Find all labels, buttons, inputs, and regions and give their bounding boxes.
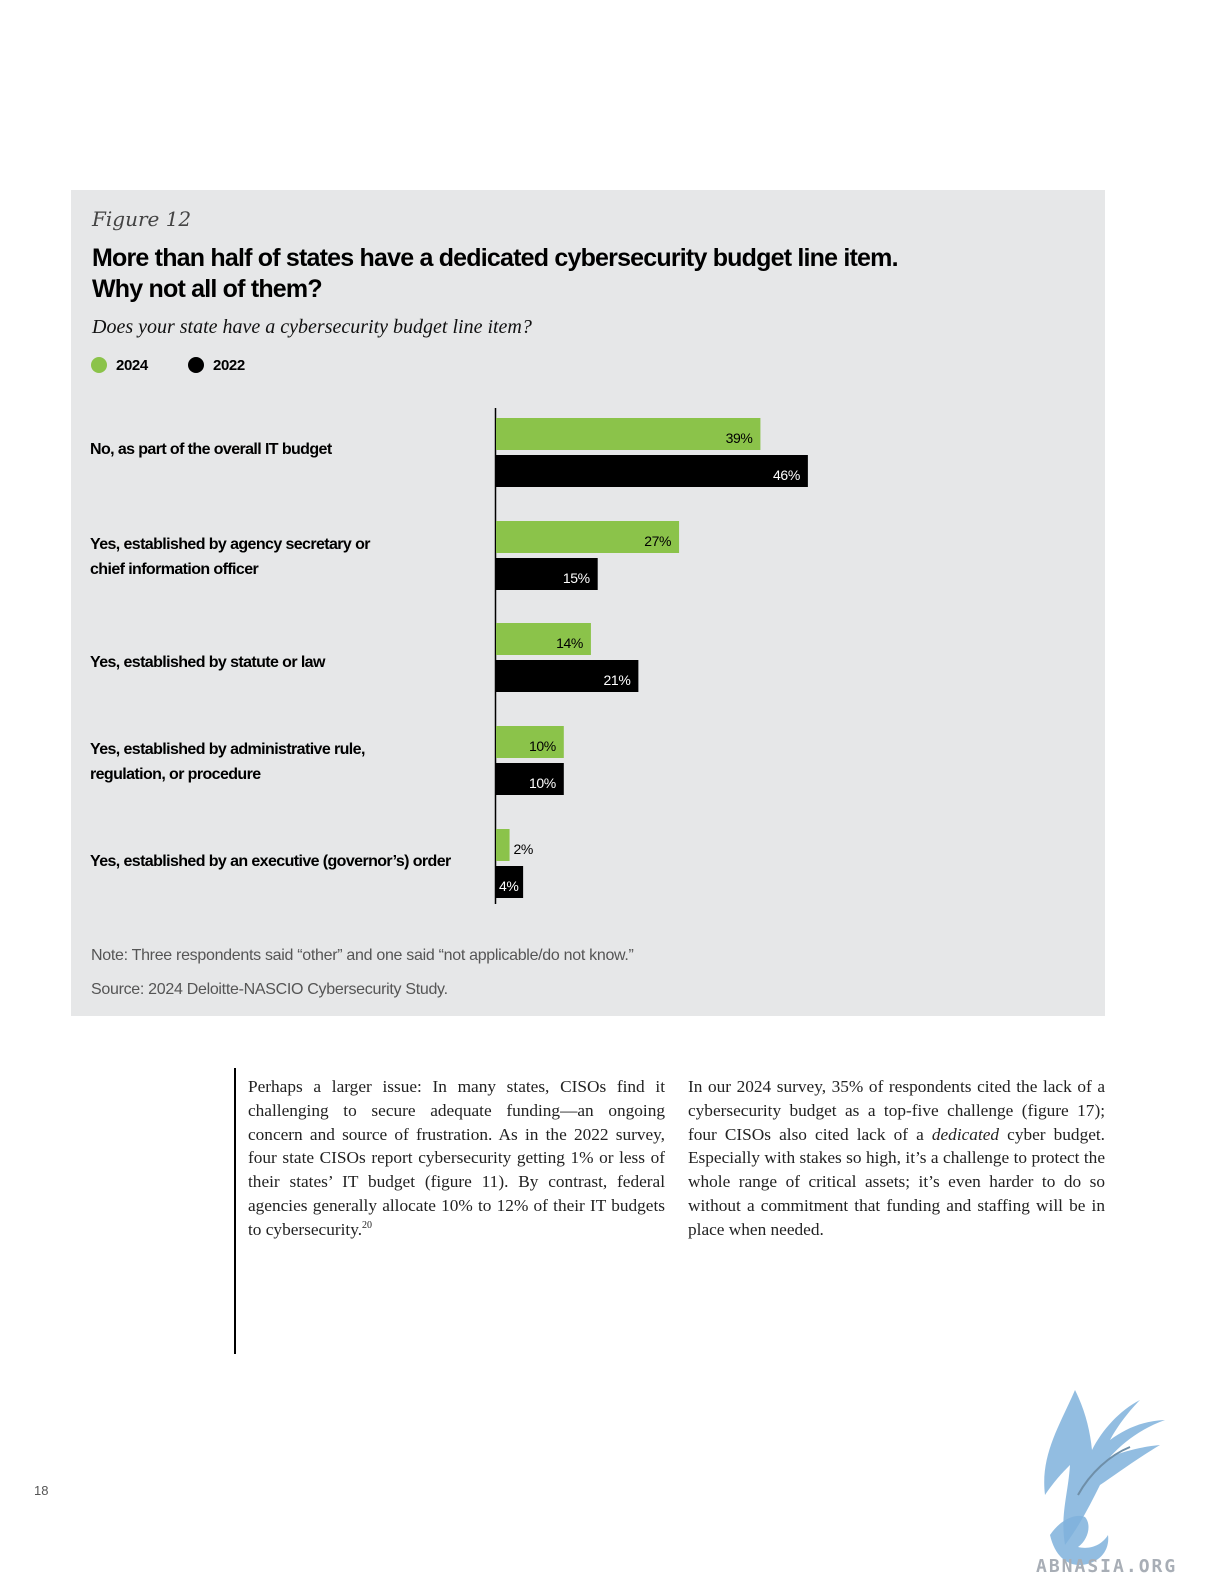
category-label-line: regulation, or procedure — [90, 766, 261, 783]
data-label-2024-3: 10% — [529, 738, 556, 754]
body-column-1-text: Perhaps a larger issue: In many states, … — [248, 1077, 665, 1239]
category-label-agency-secretary: Yes, established by agency secretary or … — [90, 532, 470, 582]
data-label-2022-2: 21% — [604, 672, 631, 688]
category-label-statute: Yes, established by statute or law — [90, 650, 470, 675]
category-label-line: Yes, established by agency secretary or — [90, 536, 370, 553]
griffin-logo — [1044, 1390, 1165, 1566]
bar-2024-1 — [496, 521, 680, 553]
column-rule — [234, 1068, 236, 1354]
figure-note: Note: Three respondents said “other” and… — [91, 947, 634, 964]
bar-2022-4 — [496, 866, 524, 898]
data-label-2022-3: 10% — [529, 775, 556, 791]
figure-label: Figure 12 — [92, 207, 192, 231]
bar-2024-4 — [496, 829, 510, 861]
bar-2024-2 — [496, 623, 591, 655]
figure-subtitle: Does your state have a cybersecurity bud… — [92, 316, 532, 338]
bar-2024-0 — [496, 418, 761, 450]
category-label-line: Yes, established by statute or law — [90, 654, 325, 671]
category-label-admin-rule: Yes, established by administrative rule,… — [90, 737, 470, 787]
figure-panel — [71, 190, 1105, 1016]
body-column-2-text-b: cyber budget. Especially with stakes so … — [688, 1124, 1105, 1239]
body-column-2-text-a: In our 2024 survey, 35% of respondents c… — [688, 1077, 1105, 1144]
watermark-text: ABNASIA.ORG — [1036, 1556, 1178, 1577]
category-label-line: No, as part of the overall IT budget — [90, 441, 332, 458]
figure-title: More than half of states have a dedicate… — [92, 243, 992, 305]
category-label-line: Yes, established by administrative rule, — [90, 741, 365, 758]
bar-2022-3 — [496, 763, 564, 795]
body-column-2: In our 2024 survey, 35% of respondents c… — [688, 1075, 1105, 1242]
bar-2022-0 — [496, 455, 808, 487]
bar-2022-2 — [496, 660, 639, 692]
page-number: 18 — [34, 1483, 49, 1498]
body-column-1: Perhaps a larger issue: In many states, … — [248, 1075, 665, 1242]
figure-source: Source: 2024 Deloitte-NASCIO Cybersecuri… — [91, 981, 448, 998]
category-label-line: chief information officer — [90, 561, 259, 578]
category-label-overall-it: No, as part of the overall IT budget — [90, 437, 470, 462]
bar-2024-3 — [496, 726, 564, 758]
footnote-ref: 20 — [362, 1220, 373, 1232]
data-label-2024-2: 14% — [556, 635, 583, 651]
body-column-2-italic: dedicated — [931, 1124, 1000, 1144]
category-label-line: Yes, established by an executive (govern… — [90, 853, 451, 870]
data-label-2022-1: 15% — [563, 570, 590, 586]
data-label-2022-0: 46% — [773, 467, 800, 483]
data-label-2024-4: 2% — [514, 841, 533, 857]
figure-title-line2: Why not all of them? — [92, 275, 323, 303]
legend-swatch-2024 — [91, 357, 107, 373]
category-label-executive-order: Yes, established by an executive (govern… — [90, 849, 470, 874]
legend-item-2022: 2022 — [188, 354, 245, 376]
legend-label-2022: 2022 — [213, 356, 245, 374]
data-label-2024-1: 27% — [644, 533, 671, 549]
data-label-2024-0: 39% — [726, 430, 753, 446]
legend-item-2024: 2024 — [91, 354, 148, 376]
bar-2022-1 — [496, 558, 598, 590]
legend-label-2024: 2024 — [116, 356, 148, 374]
legend-swatch-2022 — [188, 357, 204, 373]
figure-title-line1: More than half of states have a dedicate… — [92, 244, 899, 272]
data-label-2022-4: 4% — [499, 878, 518, 894]
